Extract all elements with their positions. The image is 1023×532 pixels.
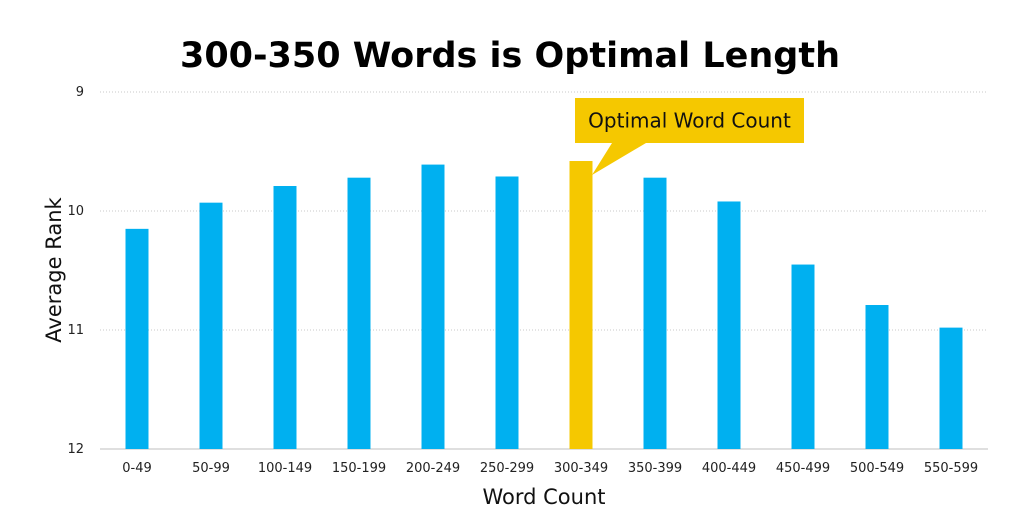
chart-title: 300-350 Words is Optimal Length [180,36,840,76]
bar [199,202,223,449]
gridlines [100,91,988,450]
bar [643,177,667,449]
x-tick-label: 150-199 [332,461,386,476]
bar [273,186,297,449]
bar [791,264,815,449]
y-tick-label: 12 [67,442,84,457]
x-tick-label: 350-399 [628,461,682,476]
x-tick-label: 100-149 [258,461,312,476]
x-tick-label: 450-499 [776,461,830,476]
x-tick-label: 550-599 [924,461,978,476]
bar-highlighted [569,161,593,449]
bar [865,305,889,449]
y-tick-label: 9 [76,85,84,100]
y-axis-ticks: 9 10 11 12 [67,85,84,457]
annotation-callout: Optimal Word Count [575,98,804,176]
bars [125,161,963,450]
x-tick-label: 250-299 [480,461,534,476]
bar [495,176,519,450]
y-axis-title: Average Rank [42,196,66,342]
x-tick-label: 400-449 [702,461,756,476]
bar [125,228,149,449]
callout-label: Optimal Word Count [588,109,791,133]
bar [347,177,371,449]
x-tick-label: 200-249 [406,461,460,476]
callout-bubble [575,98,804,176]
x-tick-label: 500-549 [850,461,904,476]
bar [939,327,963,449]
x-tick-label: 50-99 [192,461,230,476]
x-tick-label: 0-49 [122,461,152,476]
bar [717,201,741,449]
x-tick-label: 300-349 [554,461,608,476]
y-tick-label: 10 [67,204,84,219]
bar [421,164,445,449]
y-tick-label: 11 [67,323,84,338]
x-axis-ticks: 0-49 50-99 100-149 150-199 200-249 250-299 300… [122,461,978,476]
x-axis-title: Word Count [482,485,605,509]
